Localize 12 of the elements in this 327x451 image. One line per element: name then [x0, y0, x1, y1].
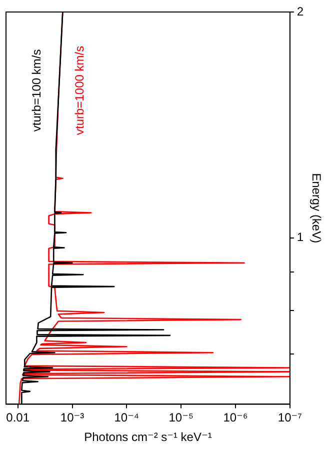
x-tick-label: 10⁻⁴ [114, 410, 140, 425]
x-tick-label: 10⁻⁵ [168, 410, 194, 425]
x-tick-label: 10⁻⁶ [223, 410, 248, 425]
y-tick-label: 1 [296, 230, 304, 244]
y-tick-label: 2 [296, 4, 304, 18]
x-tick-label: 10⁻⁷ [278, 410, 302, 425]
y-axis-title: Energy (keV) [309, 173, 324, 244]
x-axis-title: Photons cm⁻² s⁻¹ keV⁻¹ [84, 430, 212, 444]
text: vturb=1000 km/s [72, 46, 87, 135]
x-tick-label: 10⁻³ [60, 410, 84, 425]
x-tick-label: 0.01 [6, 410, 30, 425]
text: vturb=100 km/s [30, 49, 44, 132]
